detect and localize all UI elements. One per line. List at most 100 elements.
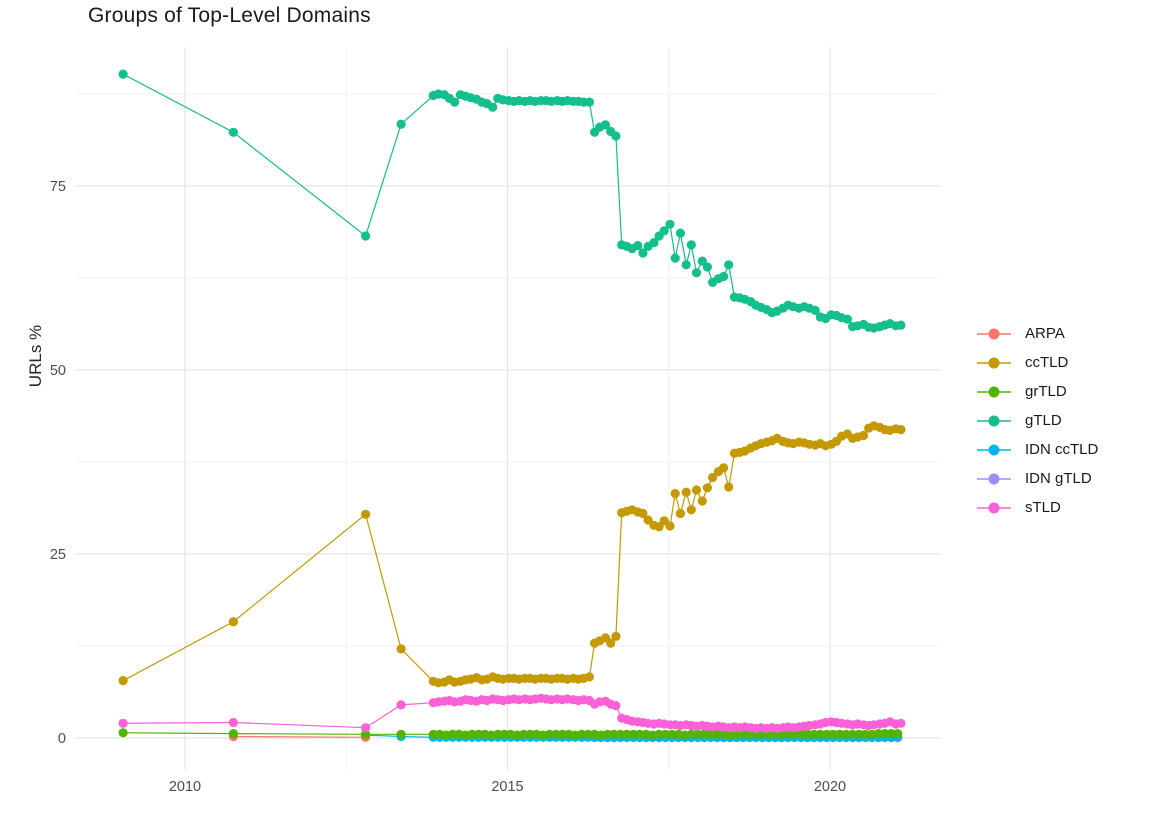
series-point-cctld	[702, 483, 713, 493]
series-point-grtld	[686, 729, 696, 739]
series-point-grtld	[583, 729, 593, 739]
series-point-grtld	[635, 729, 645, 739]
y-tick-label: 0	[58, 731, 66, 747]
series-point-cctld	[686, 505, 696, 515]
series-point-grtld	[809, 729, 819, 739]
legend-key-icon	[977, 472, 1011, 486]
series-point-gtld	[665, 219, 675, 229]
series-point-grtld	[602, 729, 613, 739]
y-tick-label: 75	[50, 179, 66, 195]
series-point-grtld	[693, 729, 703, 739]
legend-item-grtld: grTLD	[977, 377, 1098, 406]
series-point-gtld	[361, 231, 371, 241]
series-point-grtld	[609, 729, 619, 739]
legend-dot-swatch	[988, 357, 1000, 368]
series-point-cctld	[396, 644, 406, 654]
series-point-stld	[118, 718, 128, 728]
legend-item-idn-gtld: IDN gTLD	[977, 464, 1098, 493]
series-point-grtld	[706, 729, 716, 739]
series-point-grtld	[544, 729, 555, 739]
series-point-gtld	[118, 69, 128, 79]
series-point-grtld	[783, 729, 793, 739]
series-point-cctld	[724, 482, 734, 492]
series-point-gtld	[675, 228, 686, 238]
series-point-gtld	[724, 260, 734, 270]
series-point-gtld	[896, 320, 906, 330]
y-axis-label: URLs %	[26, 324, 45, 388]
series-point-gtld	[649, 238, 659, 248]
series-point-gtld	[611, 131, 621, 141]
series-point-grtld	[802, 729, 813, 739]
series-point-grtld	[615, 729, 626, 739]
series-point-grtld	[557, 729, 567, 739]
series-point-stld	[396, 700, 406, 710]
series-point-cctld	[708, 472, 718, 483]
series-point-grtld	[228, 729, 238, 739]
legend-dot-swatch	[988, 415, 1000, 426]
series-point-gtld	[702, 262, 713, 272]
legend: ARPA ccTLD grTLD gTLD IDN ccTLD IDN gTLD sTLD	[977, 319, 1098, 522]
legend-label: IDN gTLD	[1025, 470, 1092, 487]
series-point-cctld	[584, 672, 595, 682]
series-point-cctld	[361, 509, 371, 519]
series-point-grtld	[577, 729, 587, 739]
x-tick-label: 2020	[814, 779, 846, 795]
legend-dot-swatch	[988, 386, 1000, 397]
series-point-grtld	[699, 729, 709, 739]
series-point-cctld	[118, 676, 128, 686]
series-point-grtld	[660, 729, 671, 739]
series-point-cctld	[665, 521, 675, 531]
series-point-cctld	[611, 631, 621, 642]
series-point-cctld	[719, 463, 729, 473]
legend-item-gtld: gTLD	[977, 406, 1098, 435]
series-point-grtld	[622, 729, 632, 739]
series-point-cctld	[670, 489, 680, 499]
series-point-grtld	[886, 729, 896, 739]
legend-label: ccTLD	[1025, 354, 1069, 371]
series-point-stld	[228, 717, 238, 728]
series-point-gtld	[670, 253, 680, 263]
series-point-grtld	[873, 729, 884, 739]
series-point-grtld	[551, 729, 561, 739]
series-point-gtld	[810, 305, 820, 315]
series-point-grtld	[667, 729, 677, 739]
series-point-gtld	[681, 260, 691, 270]
series-point-grtld	[880, 729, 890, 739]
series-point-grtld	[835, 729, 845, 739]
series-point-cctld	[675, 508, 686, 519]
series-point-gtld	[396, 119, 406, 129]
series-point-gtld	[488, 102, 498, 112]
legend-item-cctld: ccTLD	[977, 348, 1098, 377]
y-tick-label: 50	[50, 363, 66, 379]
legend-label: grTLD	[1025, 383, 1067, 400]
legend-key-icon	[977, 501, 1011, 515]
series-point-grtld	[628, 729, 638, 739]
series-point-grtld	[118, 728, 128, 738]
series-point-grtld	[519, 729, 529, 739]
y-tick-label: 25	[50, 547, 66, 563]
chart-title: Groups of Top-Level Domains	[88, 4, 371, 27]
legend-key-icon	[977, 356, 1011, 370]
legend-label: sTLD	[1025, 499, 1061, 516]
legend-dot-swatch	[988, 328, 1000, 339]
series-point-grtld	[467, 729, 477, 739]
legend-label: IDN ccTLD	[1025, 441, 1099, 458]
series-point-cctld	[691, 485, 702, 495]
series-point-gtld	[633, 241, 643, 251]
legend-key-icon	[977, 327, 1011, 341]
series-point-gtld	[584, 97, 595, 107]
series-point-grtld	[493, 729, 503, 739]
series-point-grtld	[448, 729, 458, 739]
series-point-stld	[361, 723, 371, 733]
legend-label: gTLD	[1025, 412, 1062, 429]
series-point-cctld	[896, 425, 906, 435]
series-point-cctld	[638, 508, 648, 519]
legend-dot-swatch	[988, 444, 1000, 455]
series-point-cctld	[858, 430, 869, 441]
series-point-cctld	[606, 638, 616, 648]
series-point-gtld	[450, 97, 460, 107]
series-point-gtld	[686, 240, 696, 250]
series-point-cctld	[697, 496, 707, 506]
legend-dot-swatch	[988, 473, 1000, 484]
